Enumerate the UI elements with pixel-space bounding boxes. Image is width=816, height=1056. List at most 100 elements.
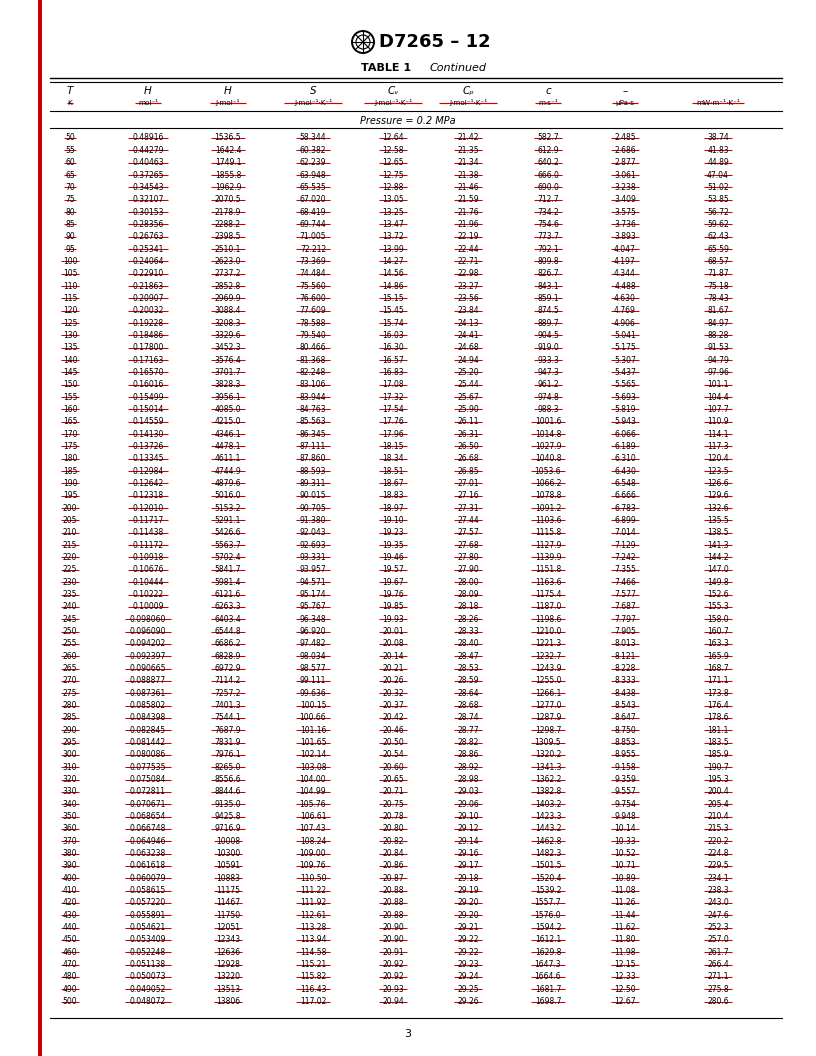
Text: 84.97: 84.97 xyxy=(707,319,729,327)
Text: 55: 55 xyxy=(65,146,75,155)
Text: 5.693: 5.693 xyxy=(614,393,636,401)
Text: 933.3: 933.3 xyxy=(537,356,559,364)
Text: 9.359: 9.359 xyxy=(614,775,636,784)
Text: 8.121: 8.121 xyxy=(614,652,636,661)
Text: 17.54: 17.54 xyxy=(382,404,404,414)
Text: 26.31: 26.31 xyxy=(457,430,479,438)
Text: 79.540: 79.540 xyxy=(299,331,326,340)
Text: 101.65: 101.65 xyxy=(299,738,326,747)
Text: 109.76: 109.76 xyxy=(299,862,326,870)
Text: 165.9: 165.9 xyxy=(707,652,729,661)
Text: 116.43: 116.43 xyxy=(299,985,326,994)
Text: 9.557: 9.557 xyxy=(614,788,636,796)
Text: 11.80: 11.80 xyxy=(614,936,636,944)
Text: 20.14: 20.14 xyxy=(382,652,404,661)
Text: 919.0: 919.0 xyxy=(537,343,559,353)
Text: 947.3: 947.3 xyxy=(537,367,559,377)
Text: 29.03: 29.03 xyxy=(457,788,479,796)
Text: 110.9: 110.9 xyxy=(707,417,729,427)
Text: 250: 250 xyxy=(63,627,78,636)
Text: 100: 100 xyxy=(63,257,78,266)
Text: 260: 260 xyxy=(63,652,78,661)
Text: 92.043: 92.043 xyxy=(299,528,326,538)
Text: 13806: 13806 xyxy=(216,997,240,1006)
Text: 234.1: 234.1 xyxy=(707,873,729,883)
Text: 0.14130: 0.14130 xyxy=(132,430,164,438)
Text: 19.57: 19.57 xyxy=(382,565,404,574)
Text: 3208.3: 3208.3 xyxy=(215,319,242,327)
Text: 150: 150 xyxy=(63,380,78,390)
Text: 29.12: 29.12 xyxy=(457,825,479,833)
Text: 81.67: 81.67 xyxy=(707,306,729,316)
Text: 238.3: 238.3 xyxy=(707,886,729,895)
Text: 6263.3: 6263.3 xyxy=(215,602,242,611)
Text: 0.066748: 0.066748 xyxy=(130,825,166,833)
Text: 235: 235 xyxy=(63,590,78,599)
Text: 10.33: 10.33 xyxy=(614,836,636,846)
Text: 0.070671: 0.070671 xyxy=(130,799,166,809)
Text: 28.82: 28.82 xyxy=(457,738,479,747)
Text: 843.1: 843.1 xyxy=(537,282,559,290)
Text: 18.34: 18.34 xyxy=(382,454,404,464)
Text: 71.005: 71.005 xyxy=(299,232,326,241)
Text: 440: 440 xyxy=(63,923,78,932)
Text: 108.24: 108.24 xyxy=(299,836,326,846)
Text: 8844.6: 8844.6 xyxy=(215,788,242,796)
Text: 69.744: 69.744 xyxy=(299,220,326,229)
Text: 102.14: 102.14 xyxy=(299,751,326,759)
Text: 81.368: 81.368 xyxy=(299,356,326,364)
Text: 6686.2: 6686.2 xyxy=(215,639,242,648)
Text: 480: 480 xyxy=(63,973,78,981)
Text: 4.769: 4.769 xyxy=(614,306,636,316)
Text: 91.53: 91.53 xyxy=(707,343,729,353)
Text: 8.438: 8.438 xyxy=(614,689,636,698)
Text: 44.89: 44.89 xyxy=(707,158,729,167)
Text: 0.049052: 0.049052 xyxy=(130,985,166,994)
Text: 113.28: 113.28 xyxy=(299,923,326,932)
Text: 6.548: 6.548 xyxy=(614,479,636,488)
Text: 1749.1: 1749.1 xyxy=(215,158,242,167)
Text: 754.6: 754.6 xyxy=(537,220,559,229)
Text: 28.00: 28.00 xyxy=(457,578,479,587)
Text: 29.18: 29.18 xyxy=(457,873,479,883)
Text: J·mol⁻¹·K⁻¹: J·mol⁻¹·K⁻¹ xyxy=(449,99,487,107)
Text: 22.19: 22.19 xyxy=(457,232,479,241)
Text: 20.84: 20.84 xyxy=(382,849,404,859)
Text: 112.61: 112.61 xyxy=(299,910,326,920)
Text: 27.80: 27.80 xyxy=(457,553,479,562)
Text: 65: 65 xyxy=(65,170,75,180)
Text: 11.44: 11.44 xyxy=(614,910,636,920)
Text: 113.94: 113.94 xyxy=(299,936,326,944)
Text: Continued: Continued xyxy=(430,63,487,73)
Text: 6121.6: 6121.6 xyxy=(215,590,242,599)
Text: 6.189: 6.189 xyxy=(614,442,636,451)
Text: 29.10: 29.10 xyxy=(457,812,479,822)
Text: 0.061618: 0.061618 xyxy=(130,862,166,870)
Text: 3452.3: 3452.3 xyxy=(215,343,242,353)
Text: 582.7: 582.7 xyxy=(537,133,559,143)
Text: 390: 390 xyxy=(63,862,78,870)
Text: 20.94: 20.94 xyxy=(382,997,404,1006)
Text: 28.09: 28.09 xyxy=(457,590,479,599)
Text: 20.90: 20.90 xyxy=(382,923,404,932)
Text: 3828.3: 3828.3 xyxy=(215,380,242,390)
Text: 9716.9: 9716.9 xyxy=(215,825,242,833)
Text: 1642.4: 1642.4 xyxy=(215,146,242,155)
Text: 859.1: 859.1 xyxy=(537,294,559,303)
Text: 94.79: 94.79 xyxy=(707,356,729,364)
Text: 2.485: 2.485 xyxy=(614,133,636,143)
Text: 8.333: 8.333 xyxy=(614,677,636,685)
Text: 28.26: 28.26 xyxy=(457,615,479,624)
Text: 265: 265 xyxy=(63,664,78,673)
Text: 0.072811: 0.072811 xyxy=(130,788,166,796)
Text: 29.17: 29.17 xyxy=(457,862,479,870)
Text: 0.10009: 0.10009 xyxy=(132,602,164,611)
Text: 1855.8: 1855.8 xyxy=(215,170,242,180)
Text: 100.15: 100.15 xyxy=(299,701,326,710)
Text: 0.15014: 0.15014 xyxy=(132,404,164,414)
Text: 144.2: 144.2 xyxy=(707,553,729,562)
Text: 6.899: 6.899 xyxy=(614,516,636,525)
Text: 0.098060: 0.098060 xyxy=(130,615,166,624)
Text: 330: 330 xyxy=(63,788,78,796)
Text: 15.74: 15.74 xyxy=(382,319,404,327)
